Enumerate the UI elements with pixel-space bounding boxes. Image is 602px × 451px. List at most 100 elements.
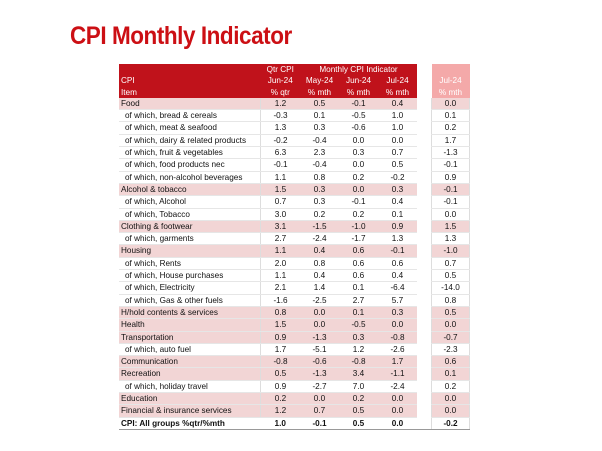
row-label-text: Clothing & footwear [121, 221, 193, 231]
total-row: CPI: All groups %qtr/%mth 1.0 -0.1 0.5 0.0 -0… [119, 417, 470, 430]
header-row-2: CPI Jun-24 May-24 Jun-24 Jul-24 Jul-24 [119, 75, 470, 87]
mth-may24-cell: 0.8 [300, 171, 339, 184]
mth-jun24-cell: -0.8 [339, 355, 378, 369]
mth-jul24-cell: 0.1 [378, 208, 417, 221]
column-gap [417, 306, 432, 319]
column-gap [417, 232, 432, 245]
header-gap [417, 64, 432, 76]
row-label-text: of which, Gas & other fuels [125, 295, 223, 305]
qtr-jun24-cell: 1.5 [260, 183, 300, 197]
column-gap [417, 97, 432, 110]
row-label-text: Transportation [121, 332, 174, 342]
subcategory-row: of which, House purchases 1.1 0.4 0.6 0.4 0.5 [119, 269, 470, 283]
mth-may24-cell: 1.4 [300, 281, 339, 295]
qtr-jun24-cell: 1.7 [260, 343, 300, 357]
header-cell: Qtr CPI [260, 64, 300, 76]
column-gap [417, 134, 432, 147]
row-label: of which, bread & cereals [119, 109, 261, 123]
qtr-jun24-cell: 0.9 [260, 380, 300, 394]
mth-jun24-cell: 0.3 [339, 331, 378, 344]
column-gap [417, 208, 432, 221]
mth-jul24-alt-cell: 1.3 [431, 232, 470, 246]
mth-jul24-cell: 0.3 [378, 183, 417, 197]
mth-may24-cell: 0.3 [300, 121, 339, 135]
category-row: Communication -0.8 -0.6 -0.8 1.7 0.6 [119, 355, 470, 369]
qtr-jun24-cell: 1.2 [260, 404, 300, 418]
header-cell: Jul-24 [378, 75, 417, 87]
qtr-jun24-cell: 1.3 [260, 121, 300, 135]
row-label-text: of which, Tobacco [125, 209, 190, 219]
header-cell: Item [119, 86, 261, 98]
row-label: Housing [119, 244, 261, 258]
category-row: Housing 1.1 0.4 0.6 -0.1 -1.0 [119, 244, 470, 258]
category-row: Education 0.2 0.0 0.2 0.0 0.0 [119, 392, 470, 406]
header-cell [431, 64, 470, 76]
subcategory-row: of which, garments 2.7 -2.4 -1.7 1.3 1.3 [119, 232, 470, 246]
column-gap [417, 343, 432, 356]
header-cell: % mth [300, 86, 339, 98]
row-label-text: Alcohol & tobacco [121, 184, 187, 194]
page-title: CPI Monthly Indicator [70, 22, 292, 50]
row-label-text: Recreation [121, 369, 161, 379]
qtr-jun24-cell: -0.1 [260, 158, 300, 172]
row-label-text: of which, food products nec [125, 160, 225, 170]
mth-may24-cell: -1.3 [300, 367, 339, 381]
mth-jun24-cell: 0.6 [339, 257, 378, 271]
mth-jul24-cell: 0.5 [378, 158, 417, 172]
mth-jul24-alt-cell: -0.1 [431, 158, 470, 172]
mth-may24-cell: -2.7 [300, 380, 339, 394]
mth-may24-cell: 0.0 [300, 318, 339, 332]
mth-may24-cell: 0.3 [300, 183, 339, 197]
subcategory-row: of which, Rents 2.0 0.8 0.6 0.6 0.7 [119, 257, 470, 271]
mth-jul24-cell: -0.2 [378, 171, 417, 184]
mth-may24-cell: 0.5 [300, 97, 339, 111]
qtr-jun24-cell: 1.1 [260, 171, 300, 184]
row-label: Education [119, 392, 261, 406]
subcategory-row: of which, fruit & vegetables 6.3 2.3 0.3 0.7… [119, 146, 470, 160]
mth-may24-cell: 0.4 [300, 244, 339, 258]
category-row: Recreation 0.5 -1.3 3.4 -1.1 0.1 [119, 367, 470, 381]
mth-jul24-alt-cell: 0.8 [431, 294, 470, 307]
column-gap [417, 121, 432, 135]
mth-jul24-alt-cell: -2.3 [431, 343, 470, 357]
mth-may24-cell: 0.4 [300, 269, 339, 283]
header-row-3: Item % qtr % mth % mth % mth % mth [119, 86, 470, 98]
mth-may24-cell: -2.4 [300, 232, 339, 246]
header-cell: Jun-24 [339, 75, 378, 87]
column-gap [417, 195, 432, 209]
header-cell: CPI [119, 75, 261, 87]
mth-jul24-alt-cell: 0.0 [431, 404, 470, 418]
mth-jun24-cell: 0.1 [339, 306, 378, 320]
subcategory-row: of which, Alcohol 0.7 0.3 -0.1 0.4 -0.1 [119, 195, 470, 209]
column-gap [417, 294, 432, 307]
category-row: Clothing & footwear 3.1 -1.5 -1.0 0.9 1.5 [119, 220, 470, 234]
mth-jun24-cell: 0.3 [339, 146, 378, 160]
mth-jun24-cell: 0.5 [339, 404, 378, 418]
mth-jun24-cell: -0.6 [339, 121, 378, 135]
mth-jul24-cell: 1.0 [378, 121, 417, 135]
row-label: CPI: All groups %qtr/%mth [119, 417, 261, 430]
qtr-jun24-cell: 2.1 [260, 281, 300, 295]
qtr-jun24-cell: 1.1 [260, 269, 300, 283]
mth-jun24-cell: 0.0 [339, 134, 378, 148]
mth-jun24-cell: 0.0 [339, 183, 378, 197]
mth-may24-cell: -1.3 [300, 331, 339, 344]
row-label-text: of which, dairy & related products [125, 135, 247, 145]
column-gap [417, 244, 432, 258]
mth-jun24-cell: 0.1 [339, 281, 378, 295]
mth-jun24-cell: 0.6 [339, 269, 378, 283]
mth-jul24-alt-cell: 0.6 [431, 355, 470, 369]
row-label-text: Education [121, 394, 158, 404]
qtr-jun24-cell: 1.5 [260, 318, 300, 332]
mth-jul24-cell: 0.0 [378, 392, 417, 406]
subcategory-row: of which, Gas & other fuels -1.6 -2.5 2.7 5.… [119, 294, 470, 307]
row-label: of which, auto fuel [119, 343, 261, 357]
qtr-jun24-cell: 0.8 [260, 306, 300, 320]
subcategory-row: of which, non-alcohol beverages 1.1 0.8 0.2… [119, 171, 470, 184]
row-label: Health [119, 318, 261, 332]
mth-jul24-alt-cell: 0.1 [431, 367, 470, 381]
column-gap [417, 392, 432, 405]
qtr-jun24-cell: 6.3 [260, 146, 300, 160]
mth-may24-cell: -0.6 [300, 355, 339, 369]
header-cell: Jul-24 [431, 75, 470, 87]
